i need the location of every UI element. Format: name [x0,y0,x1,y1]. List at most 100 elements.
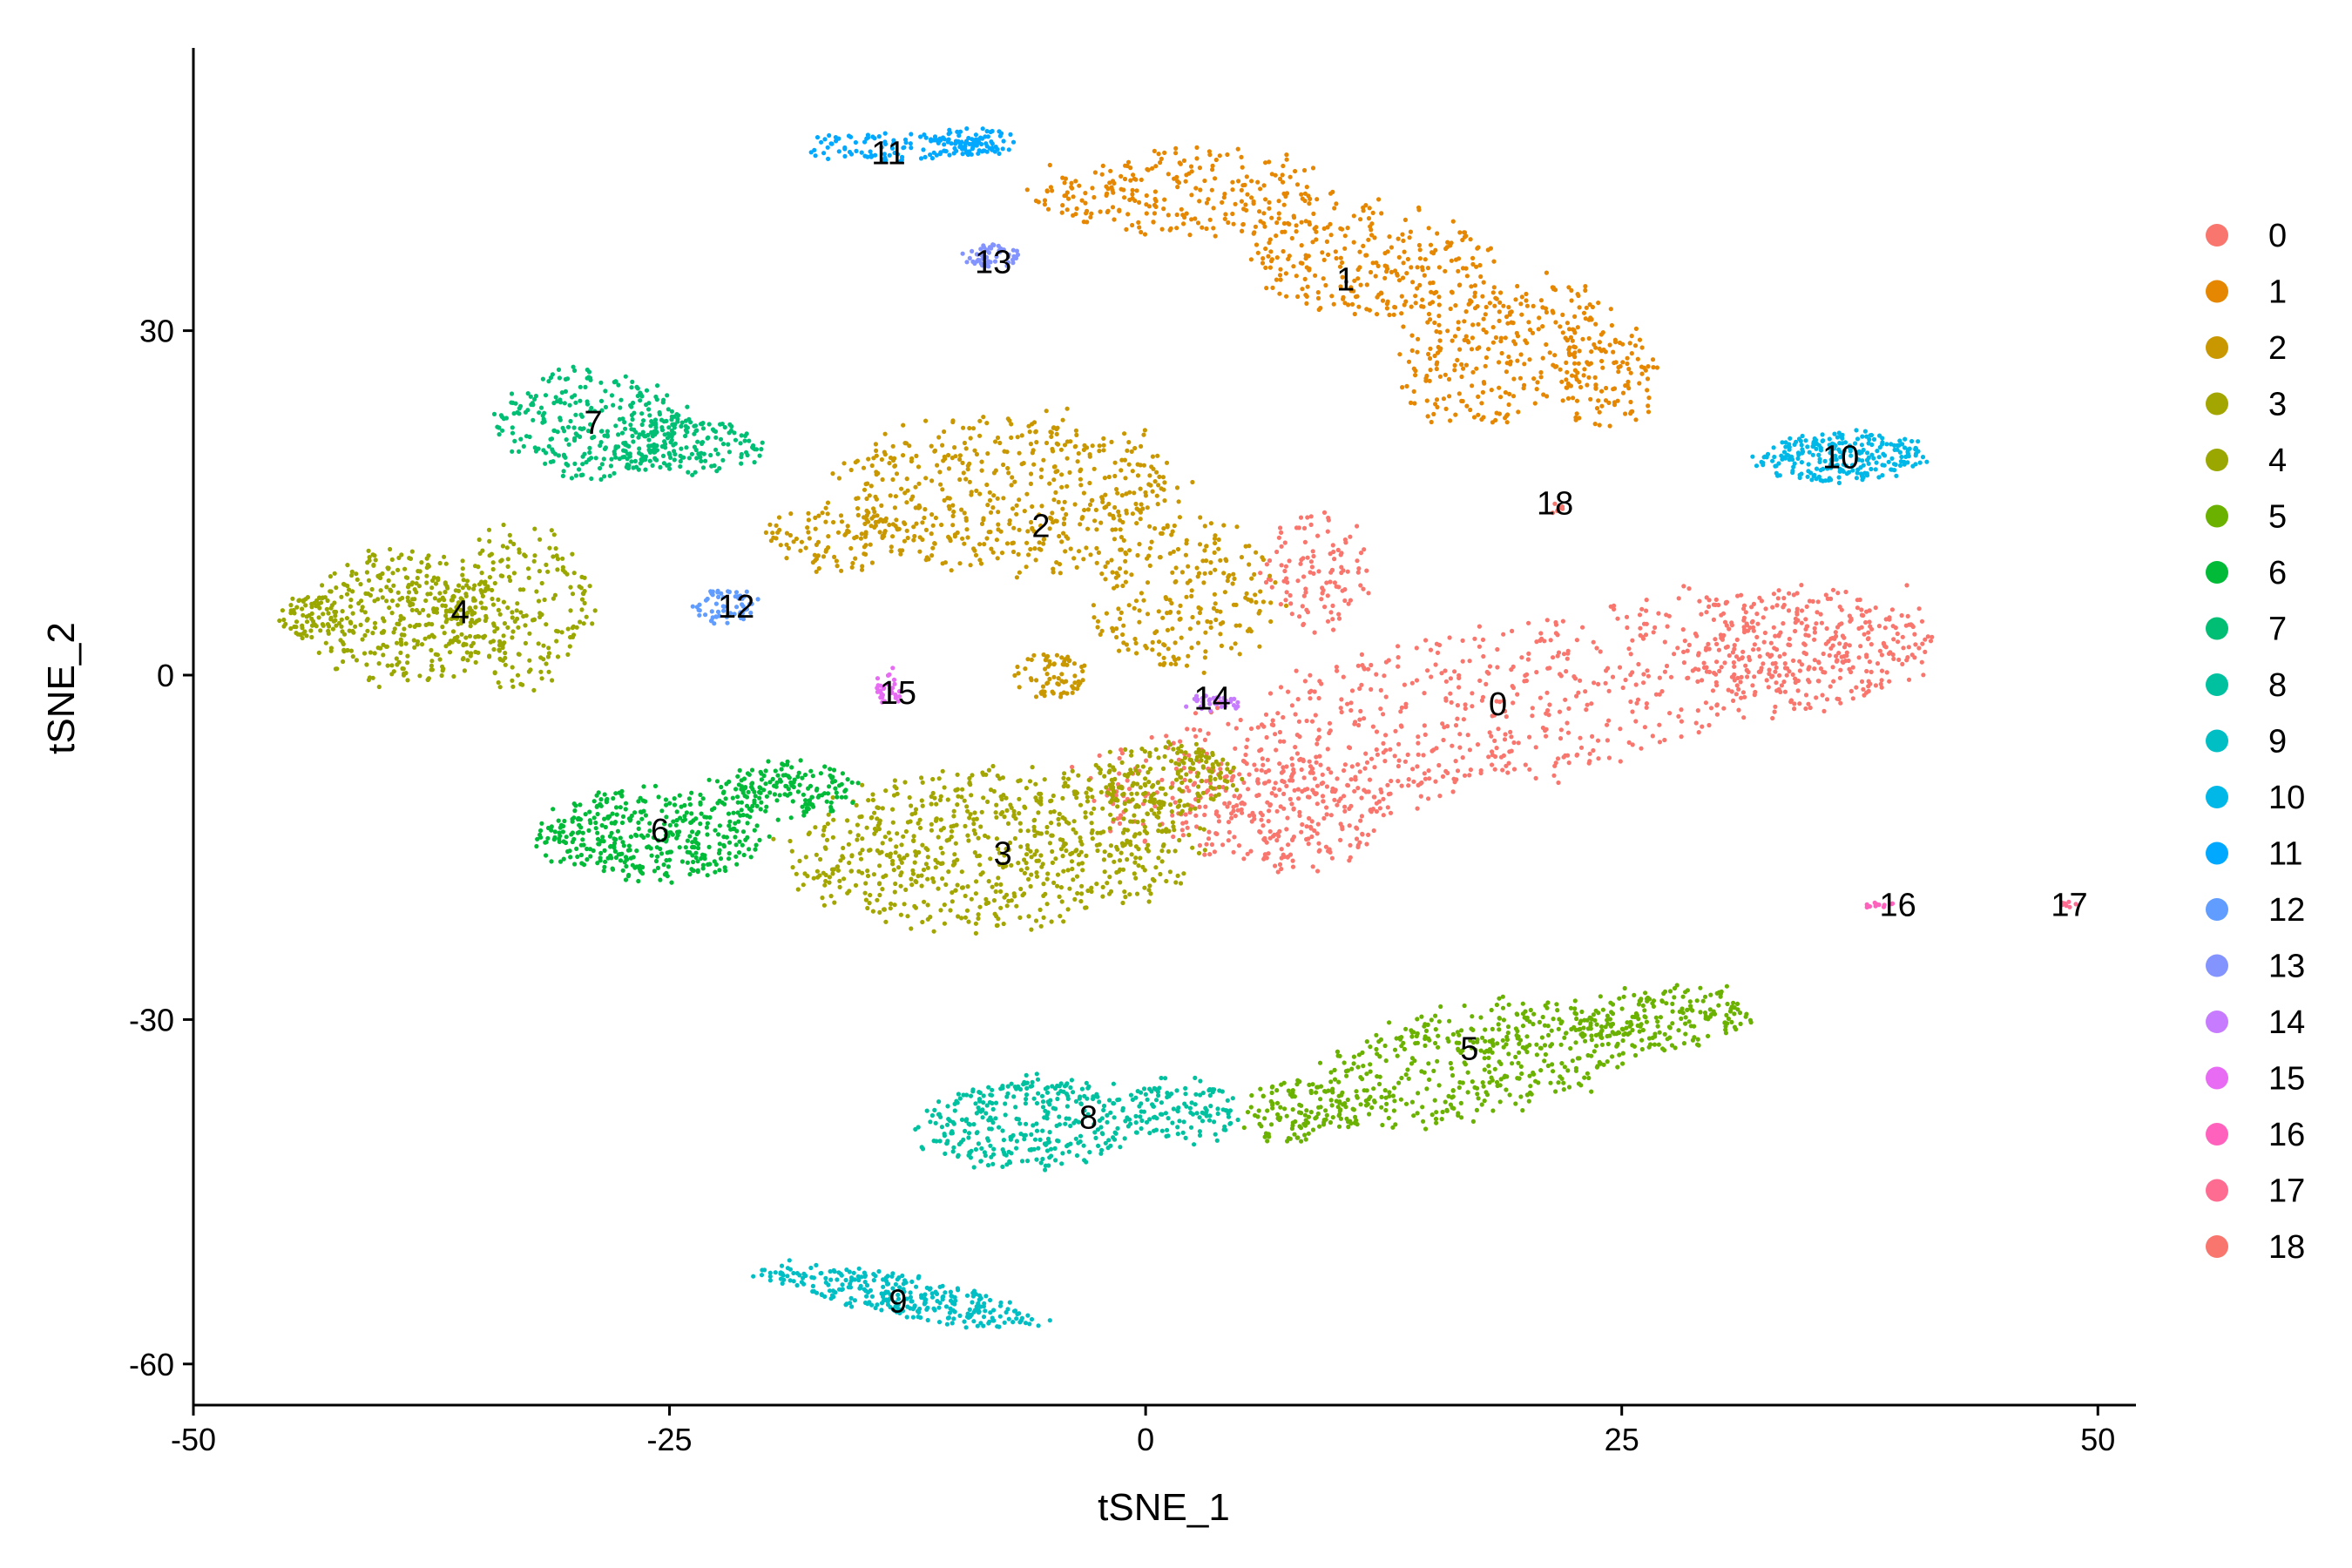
point-cluster-1 [1358,282,1363,287]
point-cluster-0 [1330,543,1335,548]
point-cluster-0 [1338,552,1343,558]
point-cluster-1 [1463,233,1469,239]
point-cluster-1 [1258,186,1263,192]
point-cluster-2 [1110,527,1115,532]
point-cluster-3 [837,878,842,883]
point-cluster-0 [1336,616,1342,621]
point-cluster-0 [1812,630,1817,635]
point-cluster-1 [1204,200,1209,206]
point-cluster-5 [1449,1065,1454,1071]
point-cluster-1 [1396,278,1402,283]
point-cluster-1 [1497,309,1502,314]
point-cluster-3 [919,798,924,803]
point-cluster-2 [816,513,821,518]
point-cluster-0 [1324,580,1329,585]
point-cluster-4 [479,579,484,585]
point-cluster-3 [1078,835,1083,841]
point-cluster-2 [881,534,887,539]
point-cluster-3 [977,862,983,868]
point-cluster-2 [1122,457,1127,463]
point-cluster-0 [1501,753,1506,759]
point-cluster-2 [1134,521,1139,526]
point-cluster-1 [1429,250,1435,255]
point-cluster-2 [1237,652,1242,657]
point-cluster-0 [1364,841,1369,847]
point-cluster-0 [1803,706,1808,712]
point-cluster-2 [981,516,986,521]
point-cluster-0 [1371,794,1376,800]
point-cluster-3 [920,780,925,785]
point-cluster-3 [1136,863,1141,868]
point-cluster-4 [395,662,400,667]
point-cluster-0 [1591,747,1596,754]
point-cluster-1 [1573,417,1578,422]
point-cluster-3 [905,914,910,919]
point-cluster-0 [1752,693,1757,698]
point-cluster-2 [1135,473,1141,478]
point-cluster-1 [1050,188,1055,193]
point-cluster-2 [977,418,983,423]
point-cluster-3 [1038,923,1044,929]
point-cluster-0 [1398,723,1403,728]
point-cluster-2 [858,536,864,541]
point-cluster-4 [544,562,549,568]
point-cluster-2 [957,453,963,458]
point-cluster-4 [536,641,541,646]
point-cluster-4 [497,648,503,653]
point-cluster-2 [1133,501,1139,507]
point-cluster-4 [503,662,508,667]
point-cluster-3 [1136,847,1141,852]
point-cluster-4 [302,629,308,634]
point-cluster-2 [1023,666,1028,672]
point-cluster-0 [1295,787,1301,792]
point-cluster-0 [1774,665,1779,670]
point-cluster-2 [1208,560,1213,565]
point-cluster-2 [832,554,837,560]
point-cluster-2 [850,560,855,566]
point-cluster-3 [963,823,968,829]
point-cluster-4 [448,639,454,644]
point-cluster-0 [1848,688,1854,694]
point-cluster-3 [1025,828,1031,834]
point-cluster-3 [1160,766,1166,772]
point-cluster-0 [1542,639,1547,644]
point-cluster-3 [1044,830,1050,835]
point-cluster-2 [1221,523,1227,528]
point-cluster-1 [1338,226,1343,231]
point-cluster-4 [443,561,449,566]
point-cluster-2 [1122,431,1127,436]
point-cluster-4 [378,645,383,651]
point-cluster-0 [1511,700,1516,706]
point-cluster-0 [1348,707,1354,713]
point-cluster-3 [1090,828,1095,834]
point-cluster-2 [1124,551,1129,557]
point-cluster-3 [972,850,977,855]
point-cluster-2 [1184,541,1189,546]
point-cluster-4 [545,569,551,574]
point-cluster-2 [1213,617,1219,623]
point-cluster-2 [1019,462,1024,467]
point-cluster-1 [1281,220,1287,226]
point-cluster-4 [507,532,512,538]
point-cluster-0 [1523,762,1528,767]
point-cluster-3 [963,915,968,920]
point-cluster-4 [465,610,470,615]
point-cluster-0 [1262,781,1268,786]
point-cluster-0 [1617,665,1623,670]
point-cluster-3 [1119,786,1125,791]
point-cluster-4 [546,669,551,674]
point-cluster-5 [1502,1075,1507,1080]
point-cluster-2 [1130,469,1135,474]
point-cluster-0 [1279,847,1284,852]
point-cluster-1 [1476,394,1481,399]
point-cluster-0 [1905,655,1910,660]
point-cluster-0 [1277,729,1282,735]
point-cluster-4 [571,571,577,576]
point-cluster-0 [1838,667,1843,672]
point-cluster-0 [1426,768,1431,774]
point-cluster-0 [1279,563,1284,568]
point-cluster-2 [909,456,915,462]
point-cluster-1 [1253,224,1258,229]
point-cluster-3 [1098,830,1104,835]
point-cluster-4 [350,611,355,616]
